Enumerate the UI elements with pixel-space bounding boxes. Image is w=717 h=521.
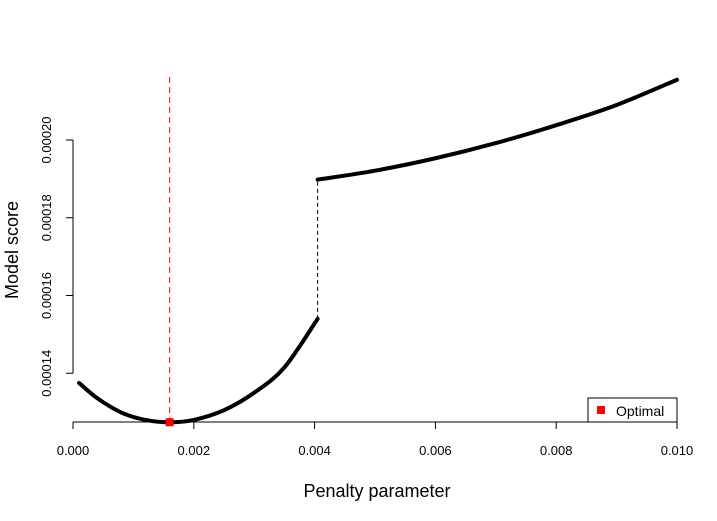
y-axis-title: Model score	[2, 201, 22, 299]
legend-label-optimal: Optimal	[616, 403, 664, 419]
x-tick-label: 0.006	[419, 443, 452, 458]
series-line-segment-2	[315, 77, 679, 182]
y-ticks: 0.00014 0.00016 0.00018 0.00020	[39, 116, 73, 397]
y-tick-label: 0.00018	[39, 194, 54, 241]
y-tick-label: 0.00016	[39, 272, 54, 319]
x-ticks: 0.000 0.002 0.004 0.006 0.008 0.010	[57, 422, 694, 458]
plot-marks	[77, 77, 679, 427]
x-tick-label: 0.008	[540, 443, 573, 458]
optimal-point	[165, 418, 174, 427]
y-tick-label: 0.00014	[39, 350, 54, 397]
x-tick-label: 0.000	[57, 443, 90, 458]
legend: Optimal	[587, 397, 678, 423]
x-axis-title: Penalty parameter	[303, 481, 450, 501]
x-tick-label: 0.010	[661, 443, 694, 458]
series-line-segment-1	[77, 316, 320, 425]
x-tick-label: 0.002	[178, 443, 211, 458]
legend-swatch	[597, 406, 605, 414]
y-tick-label: 0.00020	[39, 116, 54, 163]
x-tick-label: 0.004	[298, 443, 331, 458]
axes: 0.000 0.002 0.004 0.006 0.008 0.010 0.000140.…	[39, 116, 693, 458]
